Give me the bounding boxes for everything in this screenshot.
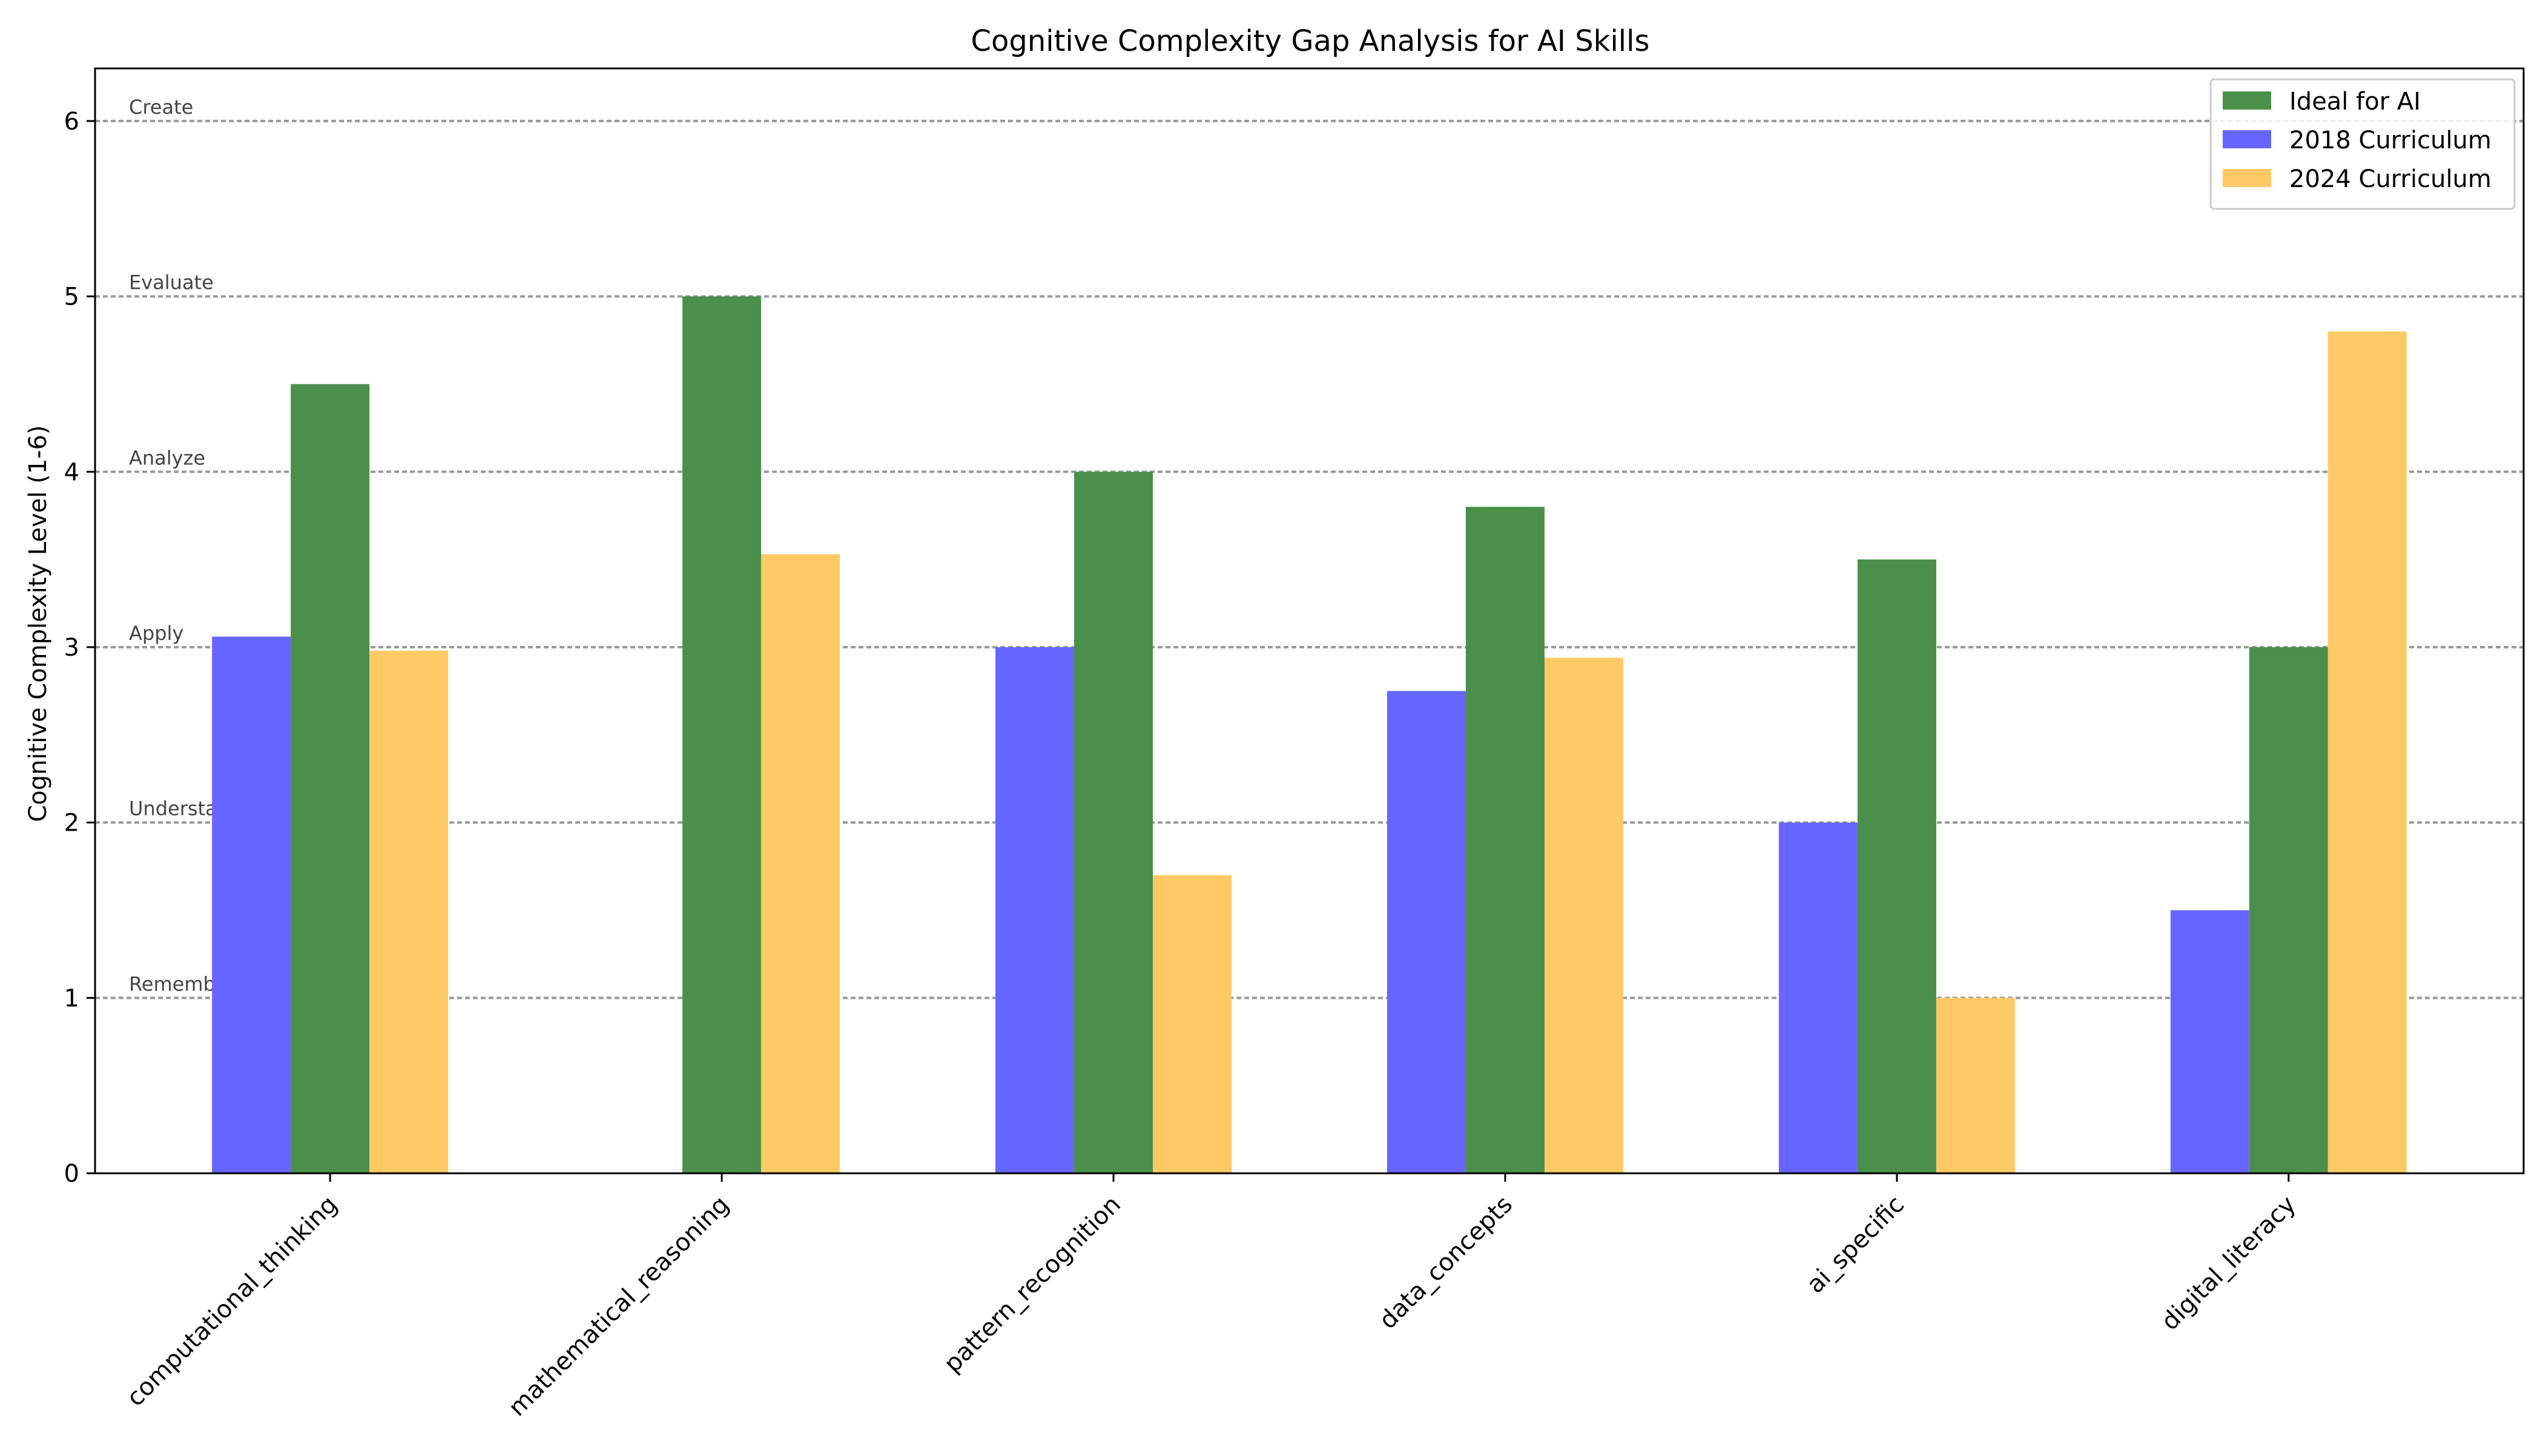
- bar: [2327, 331, 2407, 1173]
- bar: [2249, 647, 2328, 1173]
- y-axis-label: Cognitive Complexity Level (1-6): [24, 425, 52, 822]
- bar: [682, 296, 762, 1174]
- legend-label: 2024 Curriculum: [2289, 165, 2492, 193]
- legend-swatch: [2223, 169, 2271, 187]
- bar: [1778, 822, 1858, 1173]
- bar: [2170, 910, 2249, 1173]
- bar: [1153, 875, 1232, 1173]
- legend-swatch: [2223, 91, 2271, 110]
- bar: [291, 384, 370, 1173]
- plot-frame: [94, 67, 2525, 1174]
- reference-line-label: Evaluate: [129, 271, 214, 294]
- bar: [369, 650, 449, 1173]
- y-tick-label: 2: [64, 809, 79, 837]
- y-tick-label: 5: [64, 283, 79, 311]
- legend-box: [2209, 78, 2516, 210]
- chart-title: Cognitive Complexity Gap Analysis for AI…: [971, 24, 1650, 58]
- legend-swatch: [2223, 130, 2271, 148]
- bar: [1544, 657, 1623, 1173]
- bar: [1465, 507, 1545, 1174]
- bar: [1857, 559, 1936, 1173]
- bar: [1936, 998, 2015, 1173]
- reference-line-label: Create: [129, 96, 193, 119]
- y-tick-label: 6: [64, 108, 79, 136]
- y-tick-label: 0: [64, 1160, 79, 1188]
- reference-line-label: Analyze: [129, 446, 205, 469]
- y-tick-label: 4: [64, 458, 79, 486]
- bar: [761, 554, 840, 1173]
- bar: [1387, 691, 1466, 1173]
- legend-label: 2018 Curriculum: [2289, 127, 2492, 154]
- legend-label: Ideal for AI: [2289, 88, 2421, 116]
- bar: [212, 636, 291, 1173]
- bar: [995, 647, 1075, 1173]
- reference-line-label: Apply: [129, 622, 183, 645]
- bar: [1074, 472, 1153, 1174]
- y-tick-label: 3: [64, 634, 79, 662]
- y-tick-label: 1: [64, 984, 79, 1012]
